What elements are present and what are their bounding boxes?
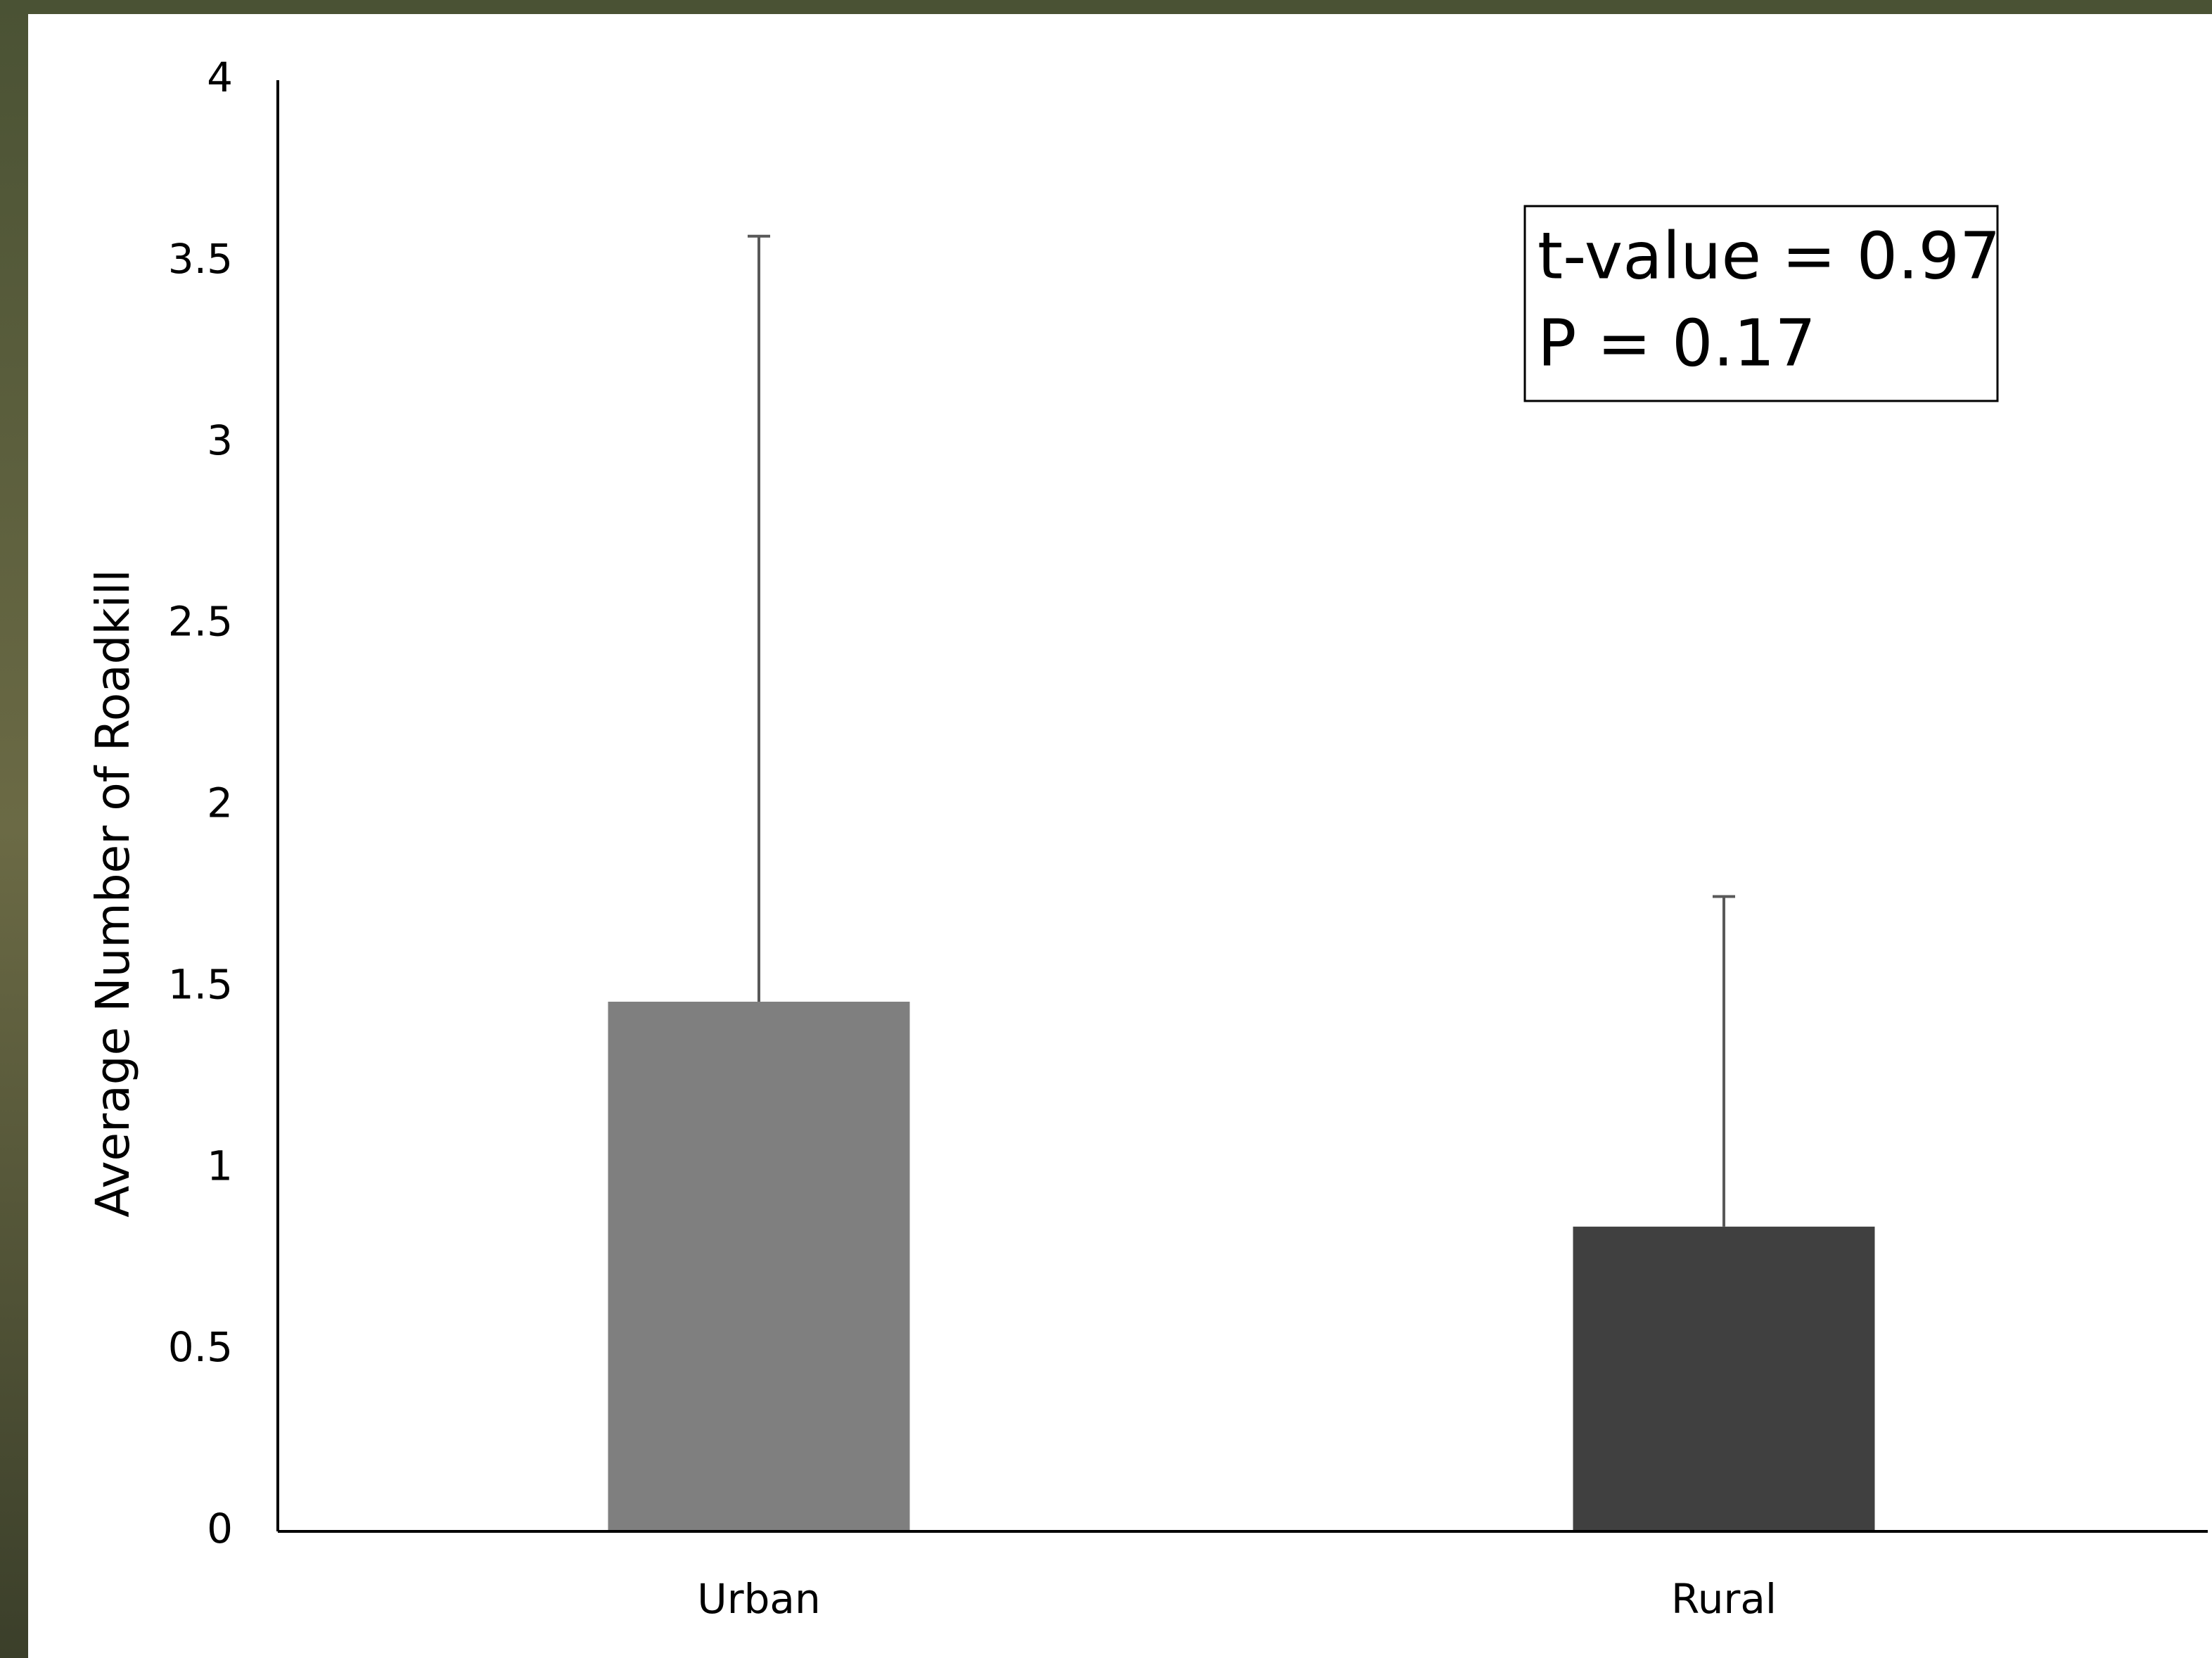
y-tick-label: 4 [207,53,233,101]
annotation-text: t-value = 0.97 [1537,218,2001,293]
y-tick-label: 3 [207,416,233,464]
y-tick-label: 2 [207,779,233,827]
y-axis-title: Average Number of Roadkill [86,569,140,1218]
bar [1573,1227,1875,1531]
page: Average Number of Roadkill t-value = 0.9… [0,0,2212,1658]
y-tick-label: 3.5 [168,235,233,283]
y-tick-label: 2.5 [168,598,233,646]
y-tick-label: 1.5 [168,960,233,1008]
y-tick-label: 0 [207,1505,233,1552]
x-tick-label: Rural [1671,1575,1777,1623]
y-tick-label: 1 [207,1142,233,1190]
x-tick-label: Urban [697,1575,820,1623]
y-tick-label: 0.5 [168,1323,233,1371]
bar [608,1002,910,1531]
annotation-text: P = 0.17 [1537,305,1816,381]
chart: Average Number of Roadkill t-value = 0.9… [0,0,2212,1658]
